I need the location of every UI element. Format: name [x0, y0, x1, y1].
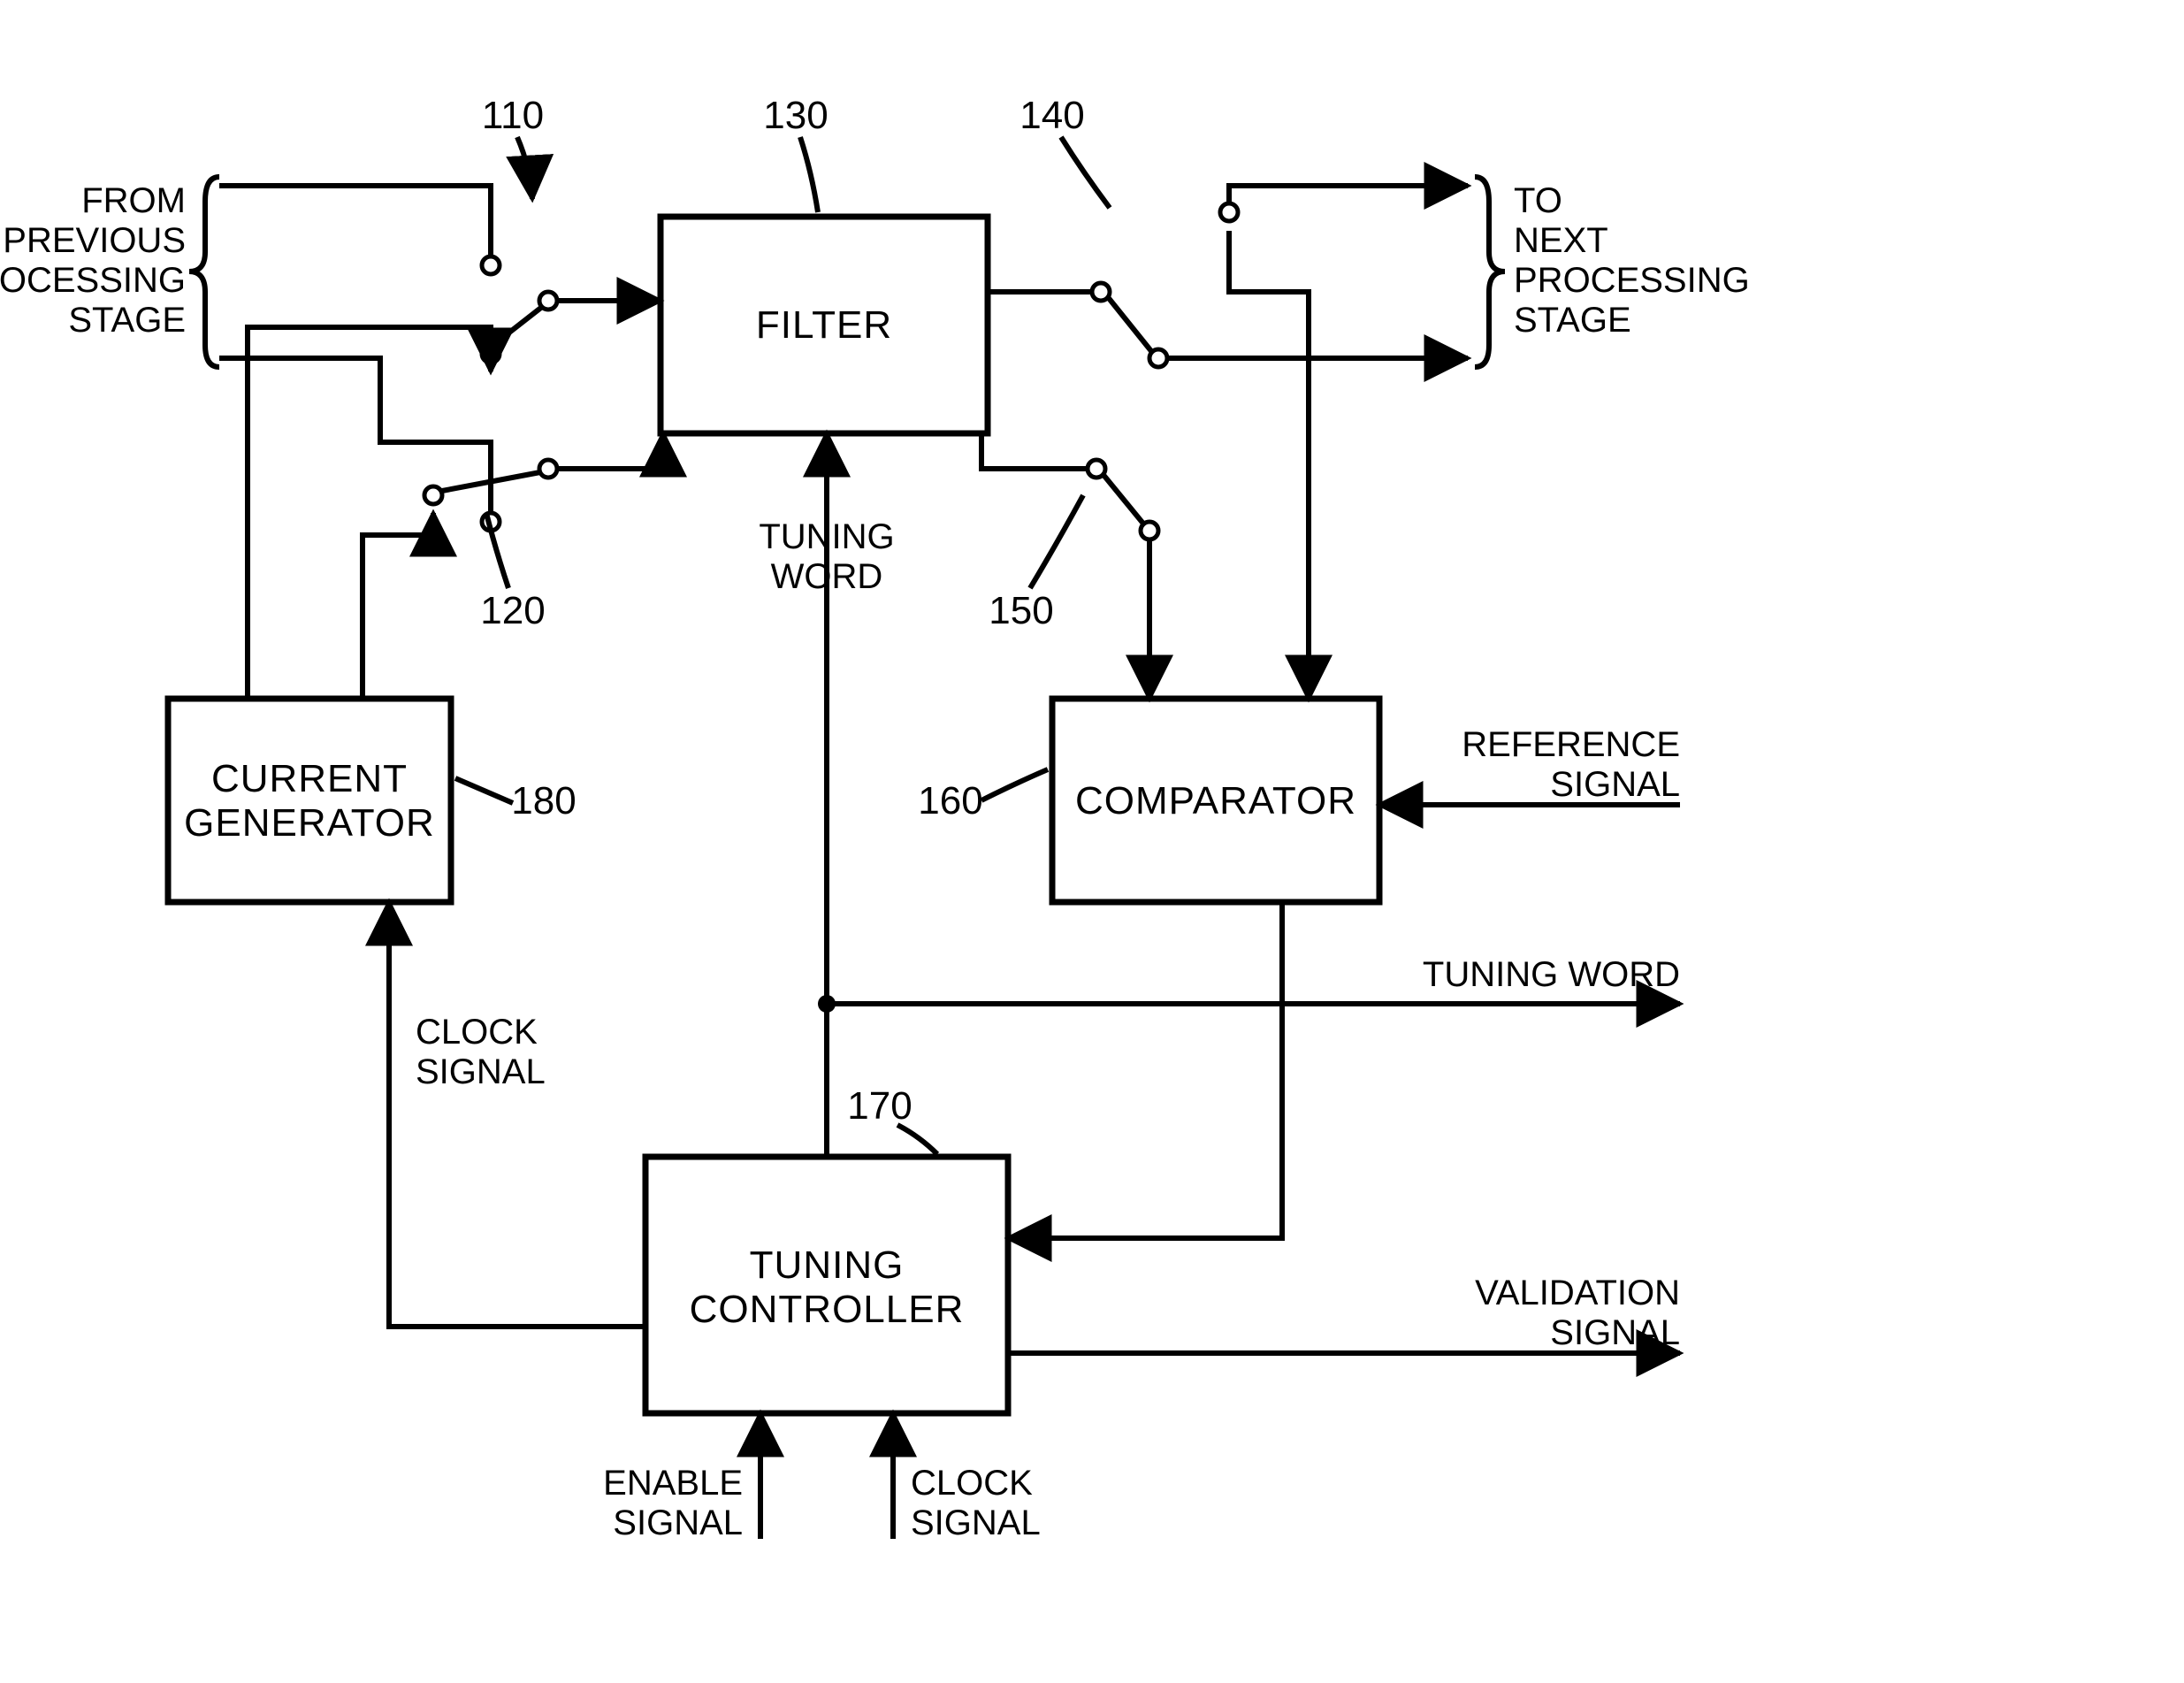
tuning-label-2: CONTROLLER — [690, 1288, 965, 1331]
validation-signal-out: VALIDATION SIGNAL — [1008, 1274, 1680, 1353]
currentgen-label-2: GENERATOR — [184, 801, 435, 845]
to-next-3: PROCESSING — [1514, 261, 1750, 300]
en-sig-1: ENABLE — [603, 1464, 743, 1503]
filter-block: FILTER — [661, 217, 988, 433]
tuning-word-out-label: TUNING WORD — [1423, 955, 1680, 994]
clk2-sig-2: SIGNAL — [911, 1503, 1041, 1542]
ref-180-label: 180 — [511, 779, 576, 822]
switch-140 — [988, 283, 1167, 367]
enable-signal-in: ENABLE SIGNAL — [603, 1413, 760, 1542]
comparator-to-tuning — [1008, 902, 1282, 1238]
current-generator-block: CURRENT GENERATOR — [168, 699, 451, 902]
en-sig-2: SIGNAL — [613, 1503, 743, 1542]
switch-110 — [482, 292, 661, 363]
ref-170-label: 170 — [847, 1084, 912, 1128]
tuning-controller-block: TUNING CONTROLLER — [645, 1157, 1008, 1413]
comparator-label: COMPARATOR — [1075, 779, 1356, 822]
ref-130: 130 — [763, 94, 828, 212]
from-prev-1: FROM — [81, 181, 186, 220]
clk-sig-2: SIGNAL — [416, 1052, 546, 1091]
ref-sig-2: SIGNAL — [1550, 765, 1680, 804]
ref-180: 180 — [455, 778, 577, 822]
ref-160: 160 — [918, 769, 1048, 822]
val-sig-1: VALIDATION — [1475, 1274, 1680, 1312]
tuning-word-up: TUNING WORD — [759, 433, 894, 1157]
ref-150-label: 150 — [989, 589, 1053, 632]
to-next-1: TO — [1514, 181, 1562, 220]
block-diagram: FILTER CURRENT GENERATOR COMPARATOR TUNI… — [0, 0, 2184, 1683]
ref-110-label: 110 — [482, 94, 544, 137]
from-prev-4: STAGE — [68, 301, 186, 340]
ref-150: 150 — [989, 495, 1083, 632]
to-next-2: NEXT — [1514, 221, 1608, 260]
ref-140-label: 140 — [1019, 94, 1084, 137]
to-next-stage: TO NEXT PROCESSING STAGE — [1158, 177, 1750, 367]
reference-signal-in: REFERENCE SIGNAL — [1379, 725, 1680, 805]
ref-sig-1: REFERENCE — [1462, 725, 1680, 764]
clk2-sig-1: CLOCK — [911, 1464, 1033, 1503]
to-next-4: STAGE — [1514, 301, 1631, 340]
from-prev-3: PROCESSING — [0, 261, 186, 300]
ref-160-label: 160 — [918, 779, 982, 822]
tuning-word-mid-1: TUNING — [759, 517, 894, 556]
ref-140: 140 — [1019, 94, 1110, 208]
clock-to-currentgen: CLOCK SIGNAL — [389, 902, 645, 1327]
from-prev-2: PREVIOUS — [3, 221, 186, 260]
tuning-word-mid-2: WORD — [771, 557, 883, 596]
tuning-word-out: TUNING WORD — [827, 955, 1680, 1004]
currentgen-to-switches — [248, 327, 491, 699]
filter-label: FILTER — [756, 303, 892, 347]
currentgen-label-1: CURRENT — [211, 757, 408, 800]
comparator-block: COMPARATOR — [1052, 699, 1379, 902]
ref-170: 170 — [847, 1084, 937, 1154]
ref-120: 120 — [480, 513, 545, 632]
val-sig-2: SIGNAL — [1550, 1313, 1680, 1352]
ref-120-label: 120 — [480, 589, 545, 632]
switches-to-comparator — [1149, 231, 1309, 699]
clock-signal-in: CLOCK SIGNAL — [893, 1413, 1041, 1542]
clk-sig-1: CLOCK — [416, 1013, 538, 1052]
ref-130-label: 130 — [763, 94, 828, 137]
tuning-label-1: TUNING — [750, 1243, 905, 1287]
